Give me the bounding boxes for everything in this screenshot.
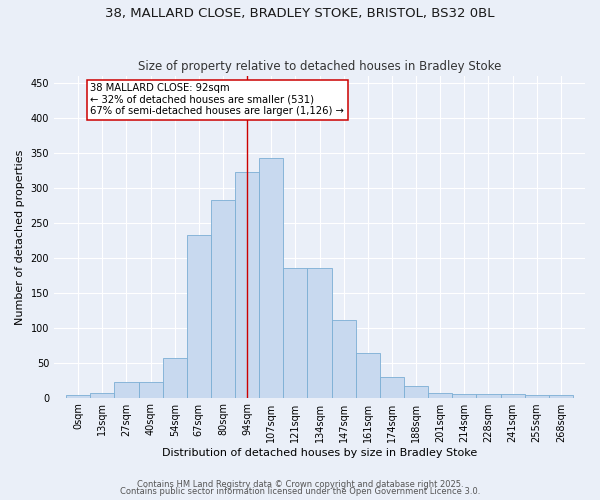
Bar bbox=[549, 396, 573, 398]
Text: Contains public sector information licensed under the Open Government Licence 3.: Contains public sector information licen… bbox=[120, 487, 480, 496]
Text: Contains HM Land Registry data © Crown copyright and database right 2025.: Contains HM Land Registry data © Crown c… bbox=[137, 480, 463, 489]
Bar bbox=[476, 394, 500, 398]
Bar bbox=[452, 394, 476, 398]
Bar bbox=[524, 396, 549, 398]
Bar bbox=[90, 392, 115, 398]
Bar bbox=[332, 320, 356, 398]
Y-axis label: Number of detached properties: Number of detached properties bbox=[15, 149, 25, 324]
X-axis label: Distribution of detached houses by size in Bradley Stoke: Distribution of detached houses by size … bbox=[162, 448, 477, 458]
Bar bbox=[235, 172, 259, 398]
Title: Size of property relative to detached houses in Bradley Stoke: Size of property relative to detached ho… bbox=[138, 60, 501, 74]
Bar bbox=[259, 158, 283, 398]
Text: 38, MALLARD CLOSE, BRADLEY STOKE, BRISTOL, BS32 0BL: 38, MALLARD CLOSE, BRADLEY STOKE, BRISTO… bbox=[105, 8, 495, 20]
Bar bbox=[404, 386, 428, 398]
Bar bbox=[211, 200, 235, 398]
Text: 38 MALLARD CLOSE: 92sqm
← 32% of detached houses are smaller (531)
67% of semi-d: 38 MALLARD CLOSE: 92sqm ← 32% of detache… bbox=[90, 83, 344, 116]
Bar bbox=[115, 382, 139, 398]
Bar bbox=[163, 358, 187, 398]
Bar bbox=[307, 268, 332, 398]
Bar bbox=[283, 268, 307, 398]
Bar bbox=[500, 394, 524, 398]
Bar bbox=[380, 376, 404, 398]
Bar bbox=[187, 236, 211, 398]
Bar bbox=[428, 392, 452, 398]
Bar bbox=[356, 353, 380, 398]
Bar bbox=[66, 396, 90, 398]
Bar bbox=[139, 382, 163, 398]
